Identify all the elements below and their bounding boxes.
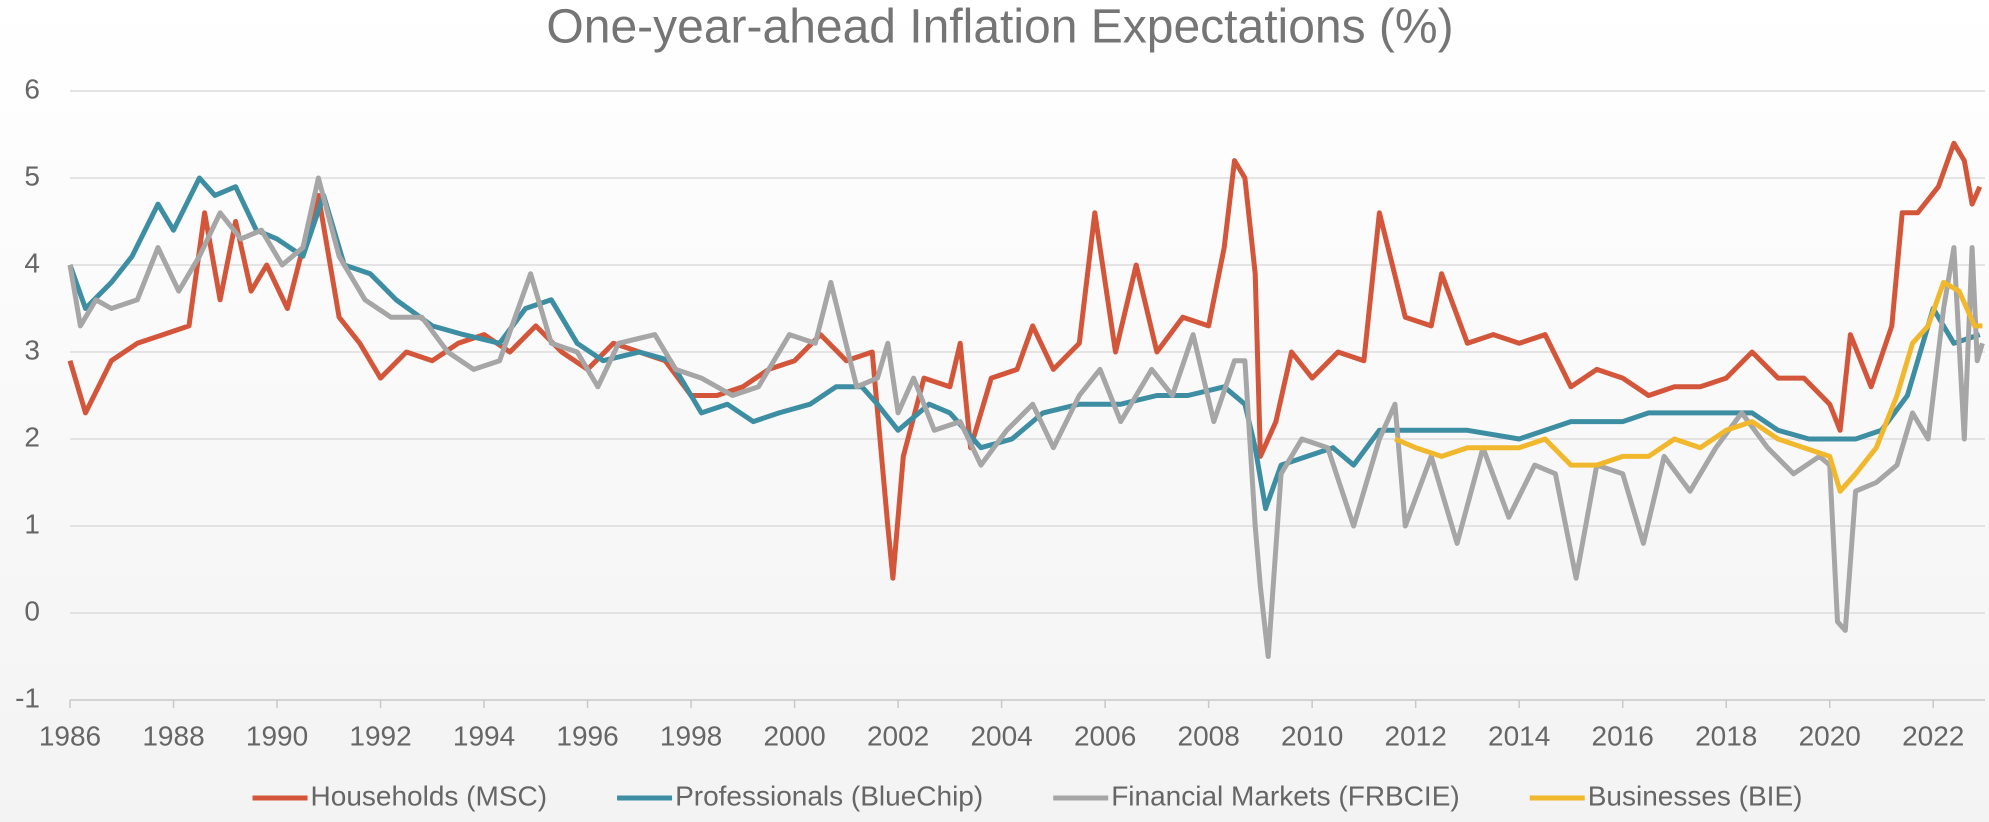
x-tick-label: 2018 — [1695, 720, 1757, 751]
x-tick-label: 2020 — [1799, 720, 1861, 751]
x-tick-label: 1992 — [349, 720, 411, 751]
legend-label: Households (MSC) — [311, 780, 548, 811]
chart-title: One-year-ahead Inflation Expectations (%… — [546, 1, 1453, 54]
x-tick-label: 1988 — [142, 720, 204, 751]
x-tick-label: 1998 — [660, 720, 722, 751]
y-tick-label: 3 — [24, 334, 40, 365]
y-tick-label: 4 — [24, 247, 40, 278]
x-tick-label: 2010 — [1281, 720, 1343, 751]
x-tick-label: 2012 — [1385, 720, 1447, 751]
data-line — [67, 140, 1983, 581]
y-tick-label: 2 — [24, 421, 40, 452]
x-tick-label: 2004 — [970, 720, 1032, 751]
data-line — [67, 175, 1981, 512]
legend-label: Professionals (BlueChip) — [675, 780, 983, 811]
x-tick-label: 1990 — [246, 720, 308, 751]
x-tick-label: 2014 — [1488, 720, 1550, 751]
data-line — [1394, 279, 1983, 494]
y-tick-label: 5 — [24, 160, 40, 191]
y-tick-label: -1 — [15, 682, 40, 713]
x-tick-label: 1996 — [556, 720, 618, 751]
x-tick-label: 2008 — [1178, 720, 1240, 751]
x-tick-label: 2006 — [1074, 720, 1136, 751]
x-tick-label: 2016 — [1592, 720, 1654, 751]
y-tick-label: 0 — [24, 595, 40, 626]
y-tick-label: 6 — [24, 73, 40, 104]
legend-label: Businesses (BIE) — [1588, 780, 1803, 811]
legend-label: Financial Markets (FRBCIE) — [1111, 780, 1460, 811]
x-tick-label: 2022 — [1902, 720, 1964, 751]
x-tick-label: 2000 — [763, 720, 825, 751]
x-tick-label: 2002 — [867, 720, 929, 751]
y-tick-label: 1 — [24, 508, 40, 539]
data-line — [67, 175, 1985, 659]
x-tick-label: 1986 — [39, 720, 101, 751]
x-tick-label: 1994 — [453, 720, 515, 751]
